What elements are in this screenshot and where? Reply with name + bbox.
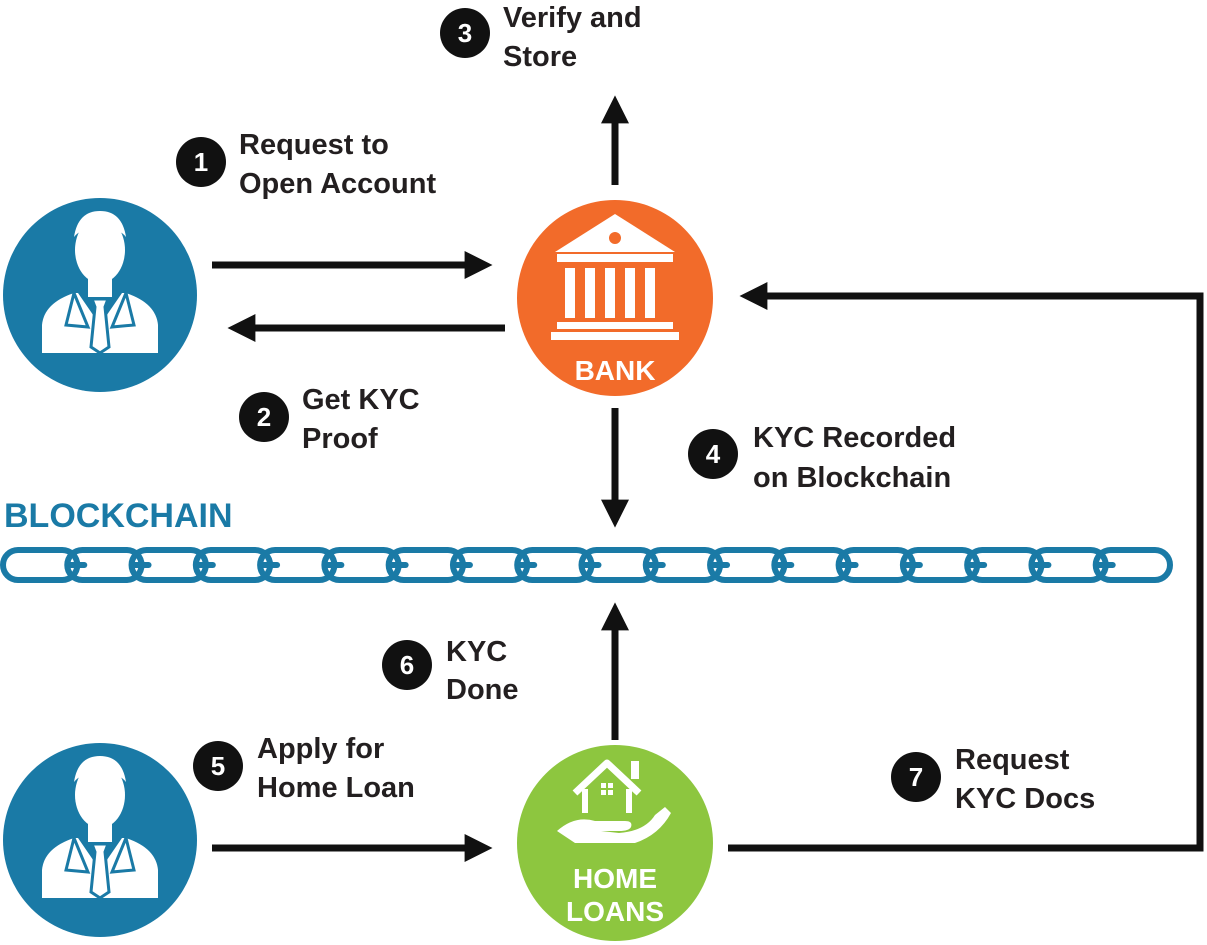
step-number: 5 bbox=[211, 751, 225, 781]
chain-link-connector bbox=[515, 562, 538, 568]
step-1: 1 Request to Open Account bbox=[176, 129, 436, 200]
step-label-line1: Apply for bbox=[257, 733, 384, 765]
step-label-line1: Request bbox=[955, 744, 1070, 776]
chain-link-connector bbox=[129, 562, 152, 568]
step-number: 1 bbox=[194, 147, 208, 177]
chain-link-connector bbox=[450, 562, 473, 568]
connectors bbox=[212, 95, 1204, 862]
bank-building-icon bbox=[551, 214, 679, 340]
step-badge bbox=[688, 429, 738, 479]
step-label-line2: KYC Docs bbox=[955, 783, 1095, 815]
chain-link-connector bbox=[965, 562, 988, 568]
businessman-icon bbox=[42, 211, 158, 355]
step-number: 2 bbox=[257, 402, 271, 432]
step-number: 7 bbox=[909, 762, 923, 792]
step-badge bbox=[176, 137, 226, 187]
step-6: 6 KYC Done bbox=[382, 636, 519, 706]
arrow-homeloans-to-bank-loop bbox=[728, 282, 1204, 852]
step-label-line2: Done bbox=[446, 674, 519, 706]
step-label-line1: KYC bbox=[446, 636, 507, 668]
chain-link-connector bbox=[1093, 562, 1116, 568]
person-1-node bbox=[3, 198, 197, 392]
step-badge bbox=[440, 8, 490, 58]
blockchain-title: BLOCKCHAIN bbox=[4, 497, 233, 535]
step-7: 7 Request KYC Docs bbox=[891, 744, 1095, 815]
step-label-line2: on Blockchain bbox=[753, 462, 951, 494]
step-label-line1: Verify and bbox=[503, 2, 642, 34]
blockchain-chain bbox=[0, 547, 1173, 583]
step-number: 4 bbox=[706, 439, 721, 469]
step-label-line2: Proof bbox=[302, 423, 378, 455]
step-badge bbox=[891, 752, 941, 802]
chain-link-connector bbox=[386, 562, 409, 568]
step-5: 5 Apply for Home Loan bbox=[193, 733, 415, 804]
chain-link bbox=[1092, 547, 1173, 583]
step-label-line1: Get KYC bbox=[302, 384, 420, 416]
chain-link-connector bbox=[65, 562, 88, 568]
step-label-line2: Open Account bbox=[239, 168, 436, 200]
chain-link-connector bbox=[322, 562, 345, 568]
step-label-line2: Store bbox=[503, 41, 577, 73]
chain-link-connector bbox=[1029, 562, 1052, 568]
chain-link-connector bbox=[643, 562, 666, 568]
chain-link-connector bbox=[579, 562, 602, 568]
person-2-node bbox=[3, 743, 197, 937]
chain-link-connector bbox=[258, 562, 281, 568]
home-loans-label-line1: HOME bbox=[573, 863, 657, 894]
chain-link-connector bbox=[772, 562, 795, 568]
step-label-line1: Request to bbox=[239, 129, 389, 161]
step-badge bbox=[193, 741, 243, 791]
bank-node: BANK bbox=[517, 200, 713, 396]
step-4: 4 KYC Recorded on Blockchain bbox=[688, 422, 956, 494]
step-label-line2: Home Loan bbox=[257, 772, 415, 804]
step-badge bbox=[239, 392, 289, 442]
step-2: 2 Get KYC Proof bbox=[239, 384, 420, 455]
step-3: 3 Verify and Store bbox=[440, 2, 642, 73]
step-number: 6 bbox=[400, 650, 414, 680]
chain-link-connector bbox=[193, 562, 216, 568]
step-badge bbox=[382, 640, 432, 690]
bank-label: BANK bbox=[575, 355, 656, 386]
chain-link-connector bbox=[708, 562, 731, 568]
house-in-hand-icon bbox=[557, 759, 671, 843]
step-label-line1: KYC Recorded bbox=[753, 422, 956, 454]
businessman-icon bbox=[42, 756, 158, 900]
home-loans-node: HOME LOANS bbox=[517, 745, 713, 941]
step-number: 3 bbox=[458, 18, 472, 48]
home-loans-label-line2: LOANS bbox=[566, 896, 664, 927]
chain-link-connector bbox=[836, 562, 859, 568]
chain-link-connector bbox=[900, 562, 923, 568]
